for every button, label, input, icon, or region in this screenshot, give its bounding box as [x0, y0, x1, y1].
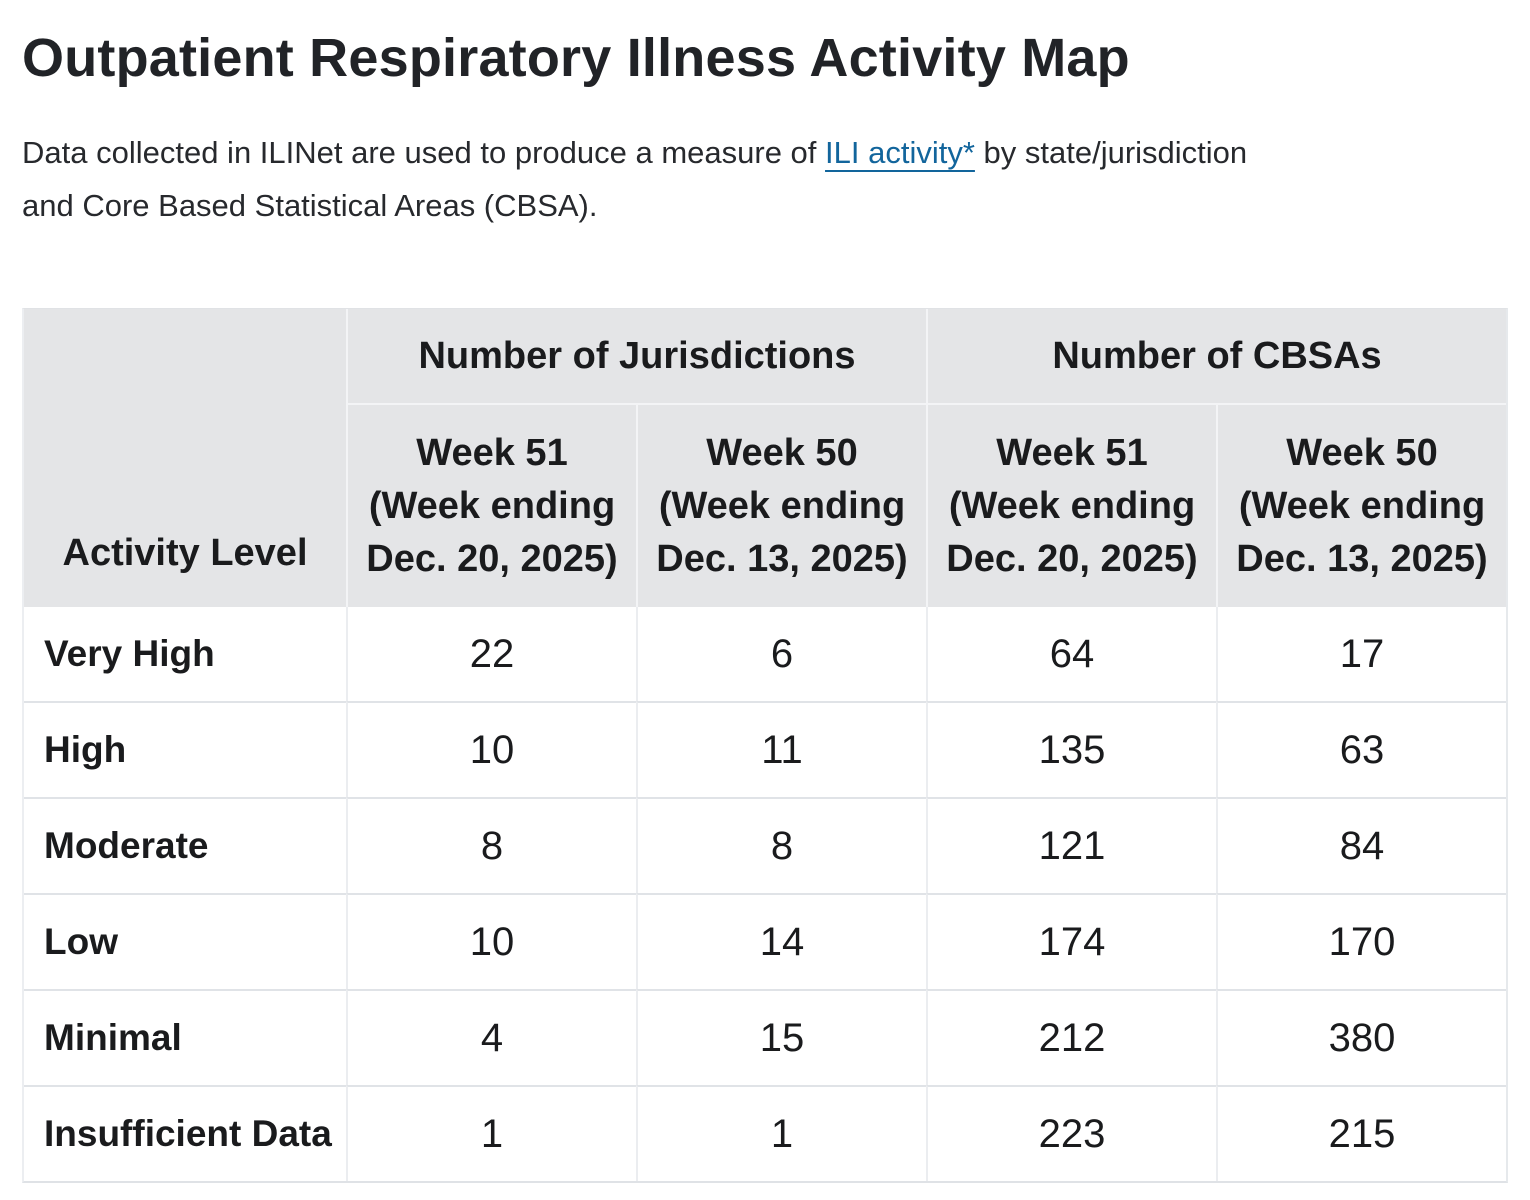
sub-header-row: Week 51 (Week ending Dec. 20, 2025) Week 5… [24, 403, 1506, 607]
week-ending-line1: (Week ending [368, 484, 616, 527]
cell-value: 121 [926, 797, 1216, 893]
week-ending-line1: (Week ending [1238, 484, 1486, 527]
table-row-moderate: Moderate 8 8 121 84 [24, 797, 1506, 893]
cell-value: 15 [636, 989, 926, 1085]
column-group-jurisdictions: Number of Jurisdictions [346, 309, 926, 403]
table-header: Activity Level Number of Jurisdictions N… [24, 309, 1506, 607]
page-title: Outpatient Respiratory Illness Activity … [22, 28, 1130, 88]
cell-value: 174 [926, 893, 1216, 989]
week-ending-line1: (Week ending [658, 484, 906, 527]
week-label: Week 50 [1286, 431, 1438, 474]
cell-value: 215 [1216, 1085, 1506, 1181]
cell-value: 22 [346, 607, 636, 701]
row-label: Minimal [24, 989, 346, 1085]
cell-value: 223 [926, 1085, 1216, 1181]
row-label: Very High [24, 607, 346, 701]
table-row-low: Low 10 14 174 170 [24, 893, 1506, 989]
column-header-cbsas-week50: Week 50 (Week ending Dec. 13, 2025) [1216, 403, 1506, 607]
table-row-very-high: Very High 22 6 64 17 [24, 607, 1506, 701]
week-ending-line2: Dec. 13, 2025) [656, 537, 908, 580]
column-header-jurisdictions-week50: Week 50 (Week ending Dec. 13, 2025) [636, 403, 926, 607]
intro-text-after-link: by state/jurisdiction [974, 135, 1248, 170]
cell-value: 4 [346, 989, 636, 1085]
cell-value: 10 [346, 701, 636, 797]
intro-text-before-link: Data collected in ILINet are used to pro… [22, 135, 826, 170]
cell-value: 64 [926, 607, 1216, 701]
cell-value: 11 [636, 701, 926, 797]
row-label: Insufficient Data [24, 1085, 346, 1181]
column-header-cbsas-week51: Week 51 (Week ending Dec. 20, 2025) [926, 403, 1216, 607]
week-ending-line2: Dec. 20, 2025) [366, 537, 618, 580]
week-label: Week 50 [706, 431, 858, 474]
intro-text-line2: and Core Based Statistical Areas (CBSA). [22, 188, 598, 223]
table-row-insufficient-data: Insufficient Data 1 1 223 215 [24, 1085, 1506, 1181]
cell-value: 14 [636, 893, 926, 989]
cell-value: 84 [1216, 797, 1506, 893]
activity-level-table: Activity Level Number of Jurisdictions N… [22, 308, 1508, 1183]
column-header-jurisdictions-week51: Week 51 (Week ending Dec. 20, 2025) [346, 403, 636, 607]
cell-value: 1 [346, 1085, 636, 1181]
week-ending-line2: Dec. 13, 2025) [1236, 537, 1488, 580]
column-header-activity-level: Activity Level [24, 309, 346, 607]
cell-value: 212 [926, 989, 1216, 1085]
week-ending-line2: Dec. 20, 2025) [946, 537, 1198, 580]
group-header-row: Activity Level Number of Jurisdictions N… [24, 309, 1506, 607]
table-row-minimal: Minimal 4 15 212 380 [24, 989, 1506, 1085]
cell-value: 8 [636, 797, 926, 893]
intro-paragraph: Data collected in ILINet are used to pro… [22, 126, 1506, 232]
cell-value: 380 [1216, 989, 1506, 1085]
row-label: Moderate [24, 797, 346, 893]
cell-value: 63 [1216, 701, 1506, 797]
table-row-high: High 10 11 135 63 [24, 701, 1506, 797]
week-label: Week 51 [996, 431, 1148, 474]
row-label: High [24, 701, 346, 797]
column-group-cbsas: Number of CBSAs [926, 309, 1506, 403]
cell-value: 17 [1216, 607, 1506, 701]
cell-value: 10 [346, 893, 636, 989]
week-ending-line1: (Week ending [948, 484, 1196, 527]
week-label: Week 51 [416, 431, 568, 474]
cell-value: 1 [636, 1085, 926, 1181]
table-body: Very High 22 6 64 17 High 10 11 135 63 M… [24, 607, 1506, 1181]
cell-value: 170 [1216, 893, 1506, 989]
cell-value: 6 [636, 607, 926, 701]
ili-activity-link[interactable]: ILI activity* [825, 135, 975, 170]
cell-value: 8 [346, 797, 636, 893]
row-label: Low [24, 893, 346, 989]
cell-value: 135 [926, 701, 1216, 797]
